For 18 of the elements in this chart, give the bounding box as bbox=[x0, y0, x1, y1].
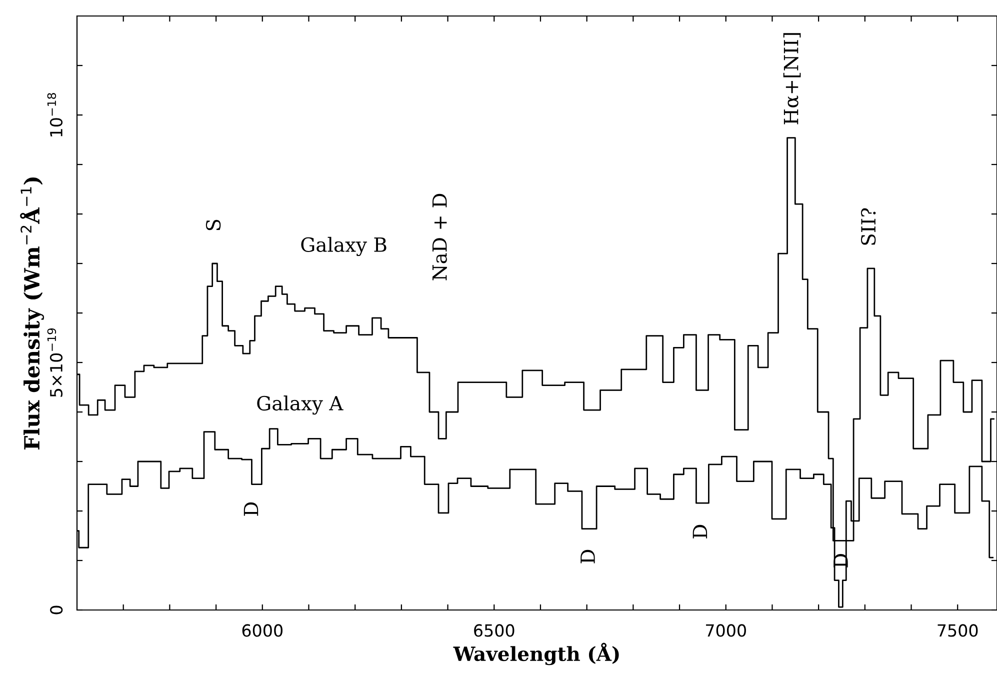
y-axis-title: Flux density (Wm$^{−2}$Å$^{−1}$) bbox=[20, 178, 44, 450]
y-tick-label: 5×10$^{−19}$ bbox=[47, 328, 63, 397]
annotation: D bbox=[580, 550, 595, 564]
annotation: Galaxy A bbox=[257, 396, 344, 415]
y-tick-label: 0 bbox=[50, 606, 63, 614]
x-tick-label: 7000 bbox=[706, 624, 746, 637]
y-tick-label: 10$^{−18}$ bbox=[47, 93, 63, 136]
annotation: S bbox=[206, 220, 221, 230]
annotation: SII? bbox=[860, 208, 876, 245]
annotation: Galaxy B bbox=[301, 236, 386, 256]
x-tick-label: 6000 bbox=[242, 624, 282, 637]
x-tick-label: 7500 bbox=[938, 624, 978, 637]
annotation: D bbox=[692, 524, 708, 538]
annotation: NaD + D bbox=[432, 194, 447, 280]
annotation: Hα+[NII] bbox=[783, 33, 801, 124]
x-axis-title: Wavelength (Å) bbox=[453, 642, 619, 666]
annotation: D bbox=[244, 502, 258, 516]
x-tick-label: 6500 bbox=[474, 624, 514, 637]
